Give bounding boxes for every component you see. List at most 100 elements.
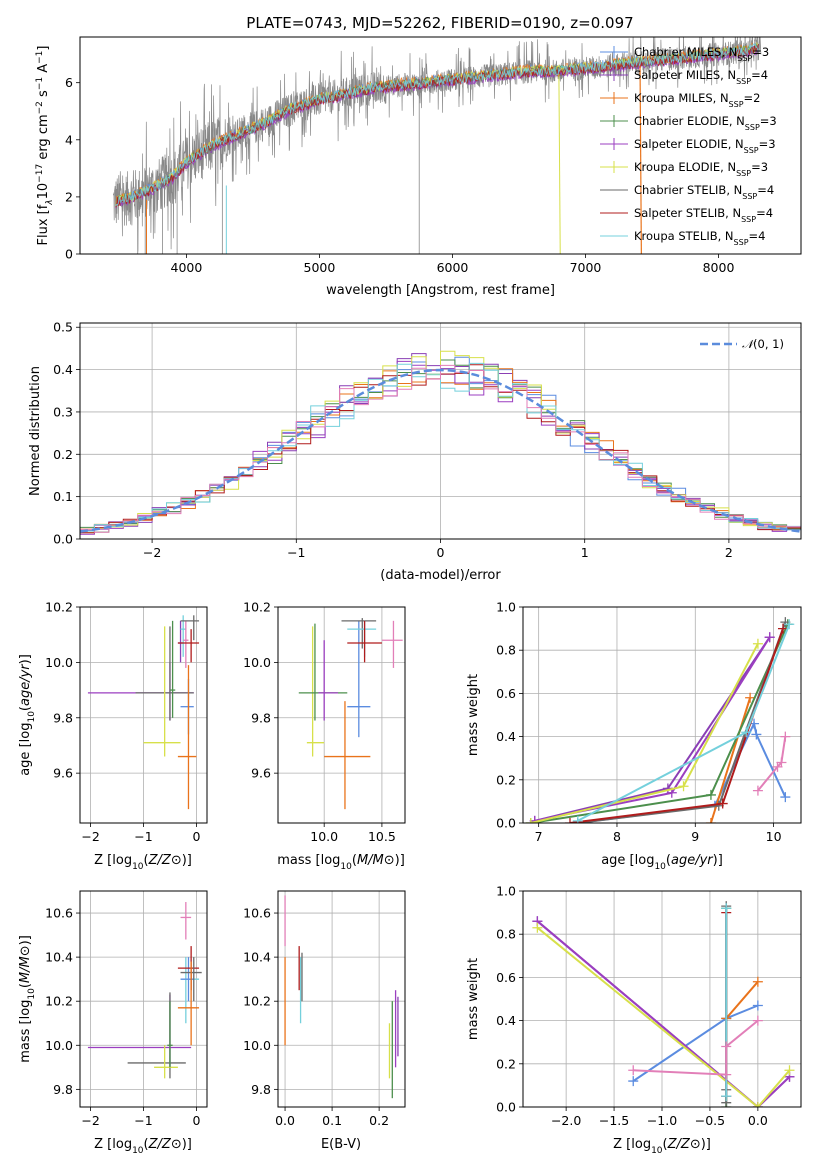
weight-line-kroupa-elodie (536, 926, 791, 1107)
axes-frame (277, 890, 406, 1108)
y-tick-label: 2 (65, 189, 73, 204)
x-tick-label: 7 (535, 829, 543, 844)
x-axis-label: Z [log10(Z/Z⊙)] (94, 1137, 192, 1156)
weight-marker (752, 638, 763, 649)
weight-marker (752, 1102, 763, 1107)
y-axis-label: age [log10(age/yr)] (18, 654, 37, 776)
y-tick-label: 10.2 (45, 994, 73, 1009)
weight-marker (780, 731, 791, 742)
y-tick-label: 1.0 (496, 884, 516, 899)
y-tick-label: 10.6 (45, 906, 73, 921)
x-tick-label: −2 (81, 1113, 99, 1128)
weight-marker (784, 619, 795, 630)
model-dropout (639, 65, 642, 254)
y-tick-label: 0.0 (496, 1100, 516, 1115)
y-tick-label: 0.0 (53, 532, 73, 547)
weight-marker (752, 1000, 763, 1011)
x-tick-label: 4000 (171, 260, 203, 275)
weight-marker (741, 727, 752, 738)
y-tick-label: 9.8 (53, 710, 73, 725)
panel-Z_mass: −2 −1 0 9.8 10.0 10.2 10.4 10.6 Z [log10(Z/Z⊙)] m… (18, 890, 208, 1156)
weight-line-pink (757, 736, 787, 792)
y-tick-label: 10.6 (243, 906, 271, 921)
y-tick-label: 0.8 (496, 643, 516, 658)
weight-marker (764, 632, 775, 643)
x-tick-label: 10.5 (368, 829, 396, 844)
plot-area-residuals (80, 350, 801, 537)
y-axis-label: mass weight (466, 674, 481, 756)
weight-marker (752, 976, 763, 987)
weight-marker (784, 1065, 795, 1076)
x-tick-label: 6000 (437, 260, 469, 275)
x-tick-label: −2 (143, 545, 161, 560)
weight-marker (752, 1015, 763, 1026)
y-axis-label: mass [log10(M/M⊙)] (18, 935, 37, 1063)
y-tick-label: 0.4 (496, 1013, 516, 1028)
weight-marker (777, 623, 788, 634)
weight-marker (628, 1076, 639, 1087)
weight-marker (564, 818, 575, 823)
weight-marker (745, 692, 756, 703)
y-tick-label: 0.2 (496, 772, 516, 787)
weight-line-kroupa-miles (725, 981, 759, 1020)
y-tick-label: 0.2 (53, 447, 73, 462)
x-tick-label: −1 (287, 545, 305, 560)
x-tick-label: 7000 (570, 260, 602, 275)
y-tick-label: 10.0 (243, 1038, 271, 1053)
weight-marker (572, 815, 583, 823)
legend-label: Kroupa ELODIE, NSSP=3 (634, 160, 768, 178)
x-tick-label: −0.5 (695, 1113, 725, 1128)
y-tick-label: 0.8 (496, 927, 516, 942)
plot-area-mass_age (298, 618, 403, 810)
y-tick-label: 0.0 (496, 816, 516, 831)
y-tick-label: 9.8 (251, 1082, 271, 1097)
x-axis-label: Z [log10(Z/Z⊙)] (613, 1137, 711, 1156)
weight-marker (721, 903, 732, 914)
weight-line-kroupa-miles (709, 697, 752, 823)
x-tick-label: 5000 (304, 260, 336, 275)
weight-marker (678, 781, 689, 792)
weight-marker (776, 757, 787, 768)
weight-marker (532, 922, 543, 933)
x-tick-label: 2 (725, 545, 733, 560)
x-tick-label: 0.0 (275, 1113, 295, 1128)
x-tick-label: −2 (81, 829, 99, 844)
weight-line-pink (633, 1019, 759, 1076)
plot-area-Z_weight (532, 901, 795, 1107)
legend-label: Chabrier STELIB, NSSP=4 (634, 183, 774, 201)
figure-title: PLATE=0743, MJD=52262, FIBERID=0190, z=0… (246, 14, 633, 32)
plot-area-Z_age (87, 615, 200, 810)
x-tick-label: 0.1 (322, 1113, 342, 1128)
weight-marker (780, 792, 791, 803)
y-tick-label: 9.6 (53, 766, 73, 781)
histogram-pink (80, 364, 801, 536)
x-axis-label: Z [log10(Z/Z⊙)] (94, 853, 192, 872)
panel-spectrum: 4000 5000 6000 7000 8000 0 2 4 6 Chabrier MILES, … (35, 36, 802, 298)
weight-marker (721, 1041, 732, 1052)
axes-frame (79, 606, 208, 824)
x-tick-label: 0 (192, 829, 200, 844)
x-axis-label: age [log10(age/yr)] (601, 853, 723, 872)
x-tick-label: −1.5 (599, 1113, 629, 1128)
x-tick-label: −2.0 (551, 1113, 581, 1128)
y-tick-label: 0.2 (496, 1056, 516, 1071)
axes-frame (79, 36, 802, 255)
y-tick-label: 6 (65, 75, 73, 90)
legend-label: Chabrier ELODIE, NSSP=3 (634, 114, 777, 132)
weight-marker (705, 789, 716, 800)
x-tick-label: 1 (581, 545, 589, 560)
y-tick-label: 10.2 (243, 600, 271, 615)
panel-ebv_mass: 0.0 0.1 0.2 9.8 10.0 10.2 10.4 10.6 E(B-V) (243, 890, 406, 1152)
weight-marker (751, 729, 762, 740)
y-axis-label: Flux [fλ10−17 erg cm−2 s−1 A−1] (35, 46, 55, 246)
weight-marker (717, 798, 728, 809)
legend-label: Salpeter ELODIE, NSSP=3 (634, 137, 776, 155)
x-tick-label: −1 (134, 829, 152, 844)
x-tick-label: 0 (437, 545, 445, 560)
axes-frame (522, 606, 802, 824)
y-tick-label: 10.4 (243, 950, 271, 965)
y-tick-label: 10.4 (45, 950, 73, 965)
x-tick-label: 0.2 (369, 1113, 389, 1128)
panel-Z_age: −2 −1 0 9.6 9.8 10.0 10.2 Z [log10(Z/Z⊙)] age [l… (18, 600, 208, 872)
